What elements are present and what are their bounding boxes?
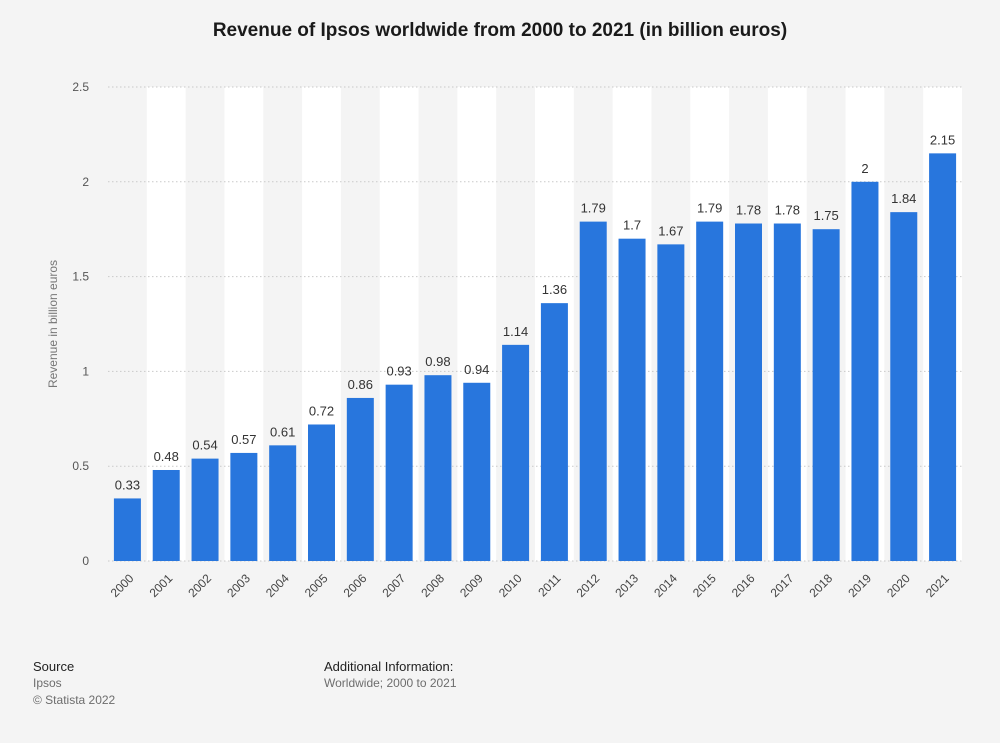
- chart-title: Revenue of Ipsos worldwide from 2000 to …: [212, 20, 788, 41]
- value-label-2021: 2.15: [930, 132, 955, 147]
- bar-chart: 0 0.5 1 1.5 2 2.5 Revenue in billion euros 0.…: [46, 80, 962, 600]
- value-labels: 0.33 0.48 0.54 0.57 0.61 0.72 0.86 0.93 0.98 0.94…: [115, 132, 955, 492]
- x-tick-label-2010: 2010: [496, 571, 525, 600]
- copyright: © Statista 2022: [33, 693, 116, 707]
- x-tick-label-2017: 2017: [768, 571, 797, 600]
- y-tick-label: 1.5: [72, 270, 89, 284]
- y-tick-label: 0: [82, 554, 89, 568]
- bar-2017: [773, 223, 801, 561]
- x-tick-label-2005: 2005: [302, 571, 331, 600]
- x-tick-label-2014: 2014: [651, 571, 680, 600]
- x-tick-label-2019: 2019: [845, 571, 874, 600]
- y-tick-label: 1: [82, 364, 89, 378]
- bar-2005: [308, 424, 335, 561]
- value-label-2017: 1.78: [775, 203, 800, 218]
- y-tick-label: 0.5: [72, 459, 89, 473]
- bar-2015: [696, 221, 724, 561]
- value-label-2016: 1.78: [736, 203, 761, 218]
- bar-2000: [113, 498, 141, 561]
- value-label-2011: 1.36: [542, 282, 567, 297]
- y-axis-ticks: 0 0.5 1 1.5 2 2.5: [72, 80, 89, 568]
- x-tick-label-2004: 2004: [263, 571, 292, 600]
- bar-2012: [579, 221, 607, 561]
- x-tick-label-2020: 2020: [884, 571, 913, 600]
- value-label-2002: 0.54: [192, 438, 217, 453]
- x-tick-label-2015: 2015: [690, 571, 719, 600]
- x-tick-label-2011: 2011: [535, 571, 563, 599]
- bar-2020: [890, 212, 918, 562]
- x-tick-label-2018: 2018: [806, 571, 835, 600]
- bar-2010: [502, 344, 530, 561]
- source-name: Ipsos: [33, 676, 62, 690]
- bar-2016: [735, 223, 762, 561]
- y-tick-label: 2: [82, 175, 89, 189]
- bar-2014: [657, 244, 685, 562]
- value-label-2001: 0.48: [154, 449, 179, 464]
- additional-info-heading: Additional Information:: [324, 659, 454, 674]
- bar-2001: [152, 469, 180, 561]
- bar-2018: [812, 229, 840, 561]
- x-tick-label-2003: 2003: [224, 571, 253, 600]
- value-label-2015: 1.79: [697, 201, 722, 216]
- x-tick-label-2007: 2007: [379, 571, 408, 600]
- source-block: Source Ipsos © Statista 2022: [33, 658, 115, 709]
- y-axis-label: Revenue in billion euros: [46, 260, 60, 388]
- value-label-2000: 0.33: [115, 477, 140, 492]
- x-tick-label-2002: 2002: [185, 571, 214, 600]
- bar-2019: [851, 181, 879, 562]
- bar-2007: [385, 384, 413, 561]
- x-axis-ticks: 2000 2001 2002 2003 2004 2005 2006 2007 2008 2009…: [108, 571, 952, 600]
- value-label-2010: 1.14: [503, 324, 528, 339]
- value-label-2006: 0.86: [348, 377, 373, 392]
- value-label-2012: 1.79: [581, 201, 606, 216]
- bar-2011: [540, 303, 568, 561]
- bar-2008: [424, 375, 452, 561]
- x-tick-label-2013: 2013: [612, 571, 641, 600]
- value-label-2019: 2: [861, 161, 868, 176]
- x-tick-label-2009: 2009: [457, 571, 486, 600]
- value-label-2008: 0.98: [425, 354, 450, 369]
- value-label-2003: 0.57: [231, 432, 256, 447]
- value-label-2020: 1.84: [891, 191, 916, 206]
- bar-2002: [191, 458, 219, 561]
- value-label-2004: 0.61: [270, 424, 295, 439]
- value-label-2005: 0.72: [309, 403, 334, 418]
- x-tick-label-2016: 2016: [729, 571, 758, 600]
- source-heading: Source: [33, 659, 75, 674]
- bar-2003: [230, 452, 258, 561]
- additional-info-block: Additional Information: Worldwide; 2000 …: [324, 658, 457, 692]
- x-tick-label-2012: 2012: [574, 571, 603, 600]
- value-label-2013: 1.7: [623, 218, 641, 233]
- y-tick-label: 2.5: [72, 80, 89, 94]
- bar-2021: [929, 153, 957, 562]
- x-tick-label-2021: 2021: [923, 571, 952, 600]
- x-tick-label-2008: 2008: [418, 571, 447, 600]
- x-tick-label-2001: 2001: [147, 571, 176, 600]
- bar-2004: [269, 445, 297, 561]
- bar-2006: [346, 397, 374, 561]
- bar-2013: [618, 238, 646, 561]
- bars: [113, 153, 957, 562]
- x-tick-label-2000: 2000: [108, 571, 137, 600]
- bar-2009: [463, 382, 491, 561]
- value-label-2009: 0.94: [464, 362, 489, 377]
- value-label-2018: 1.75: [813, 208, 838, 223]
- value-label-2007: 0.93: [386, 364, 411, 379]
- x-tick-label-2006: 2006: [341, 571, 370, 600]
- value-label-2014: 1.67: [658, 223, 683, 238]
- additional-info-text: Worldwide; 2000 to 2021: [324, 676, 457, 690]
